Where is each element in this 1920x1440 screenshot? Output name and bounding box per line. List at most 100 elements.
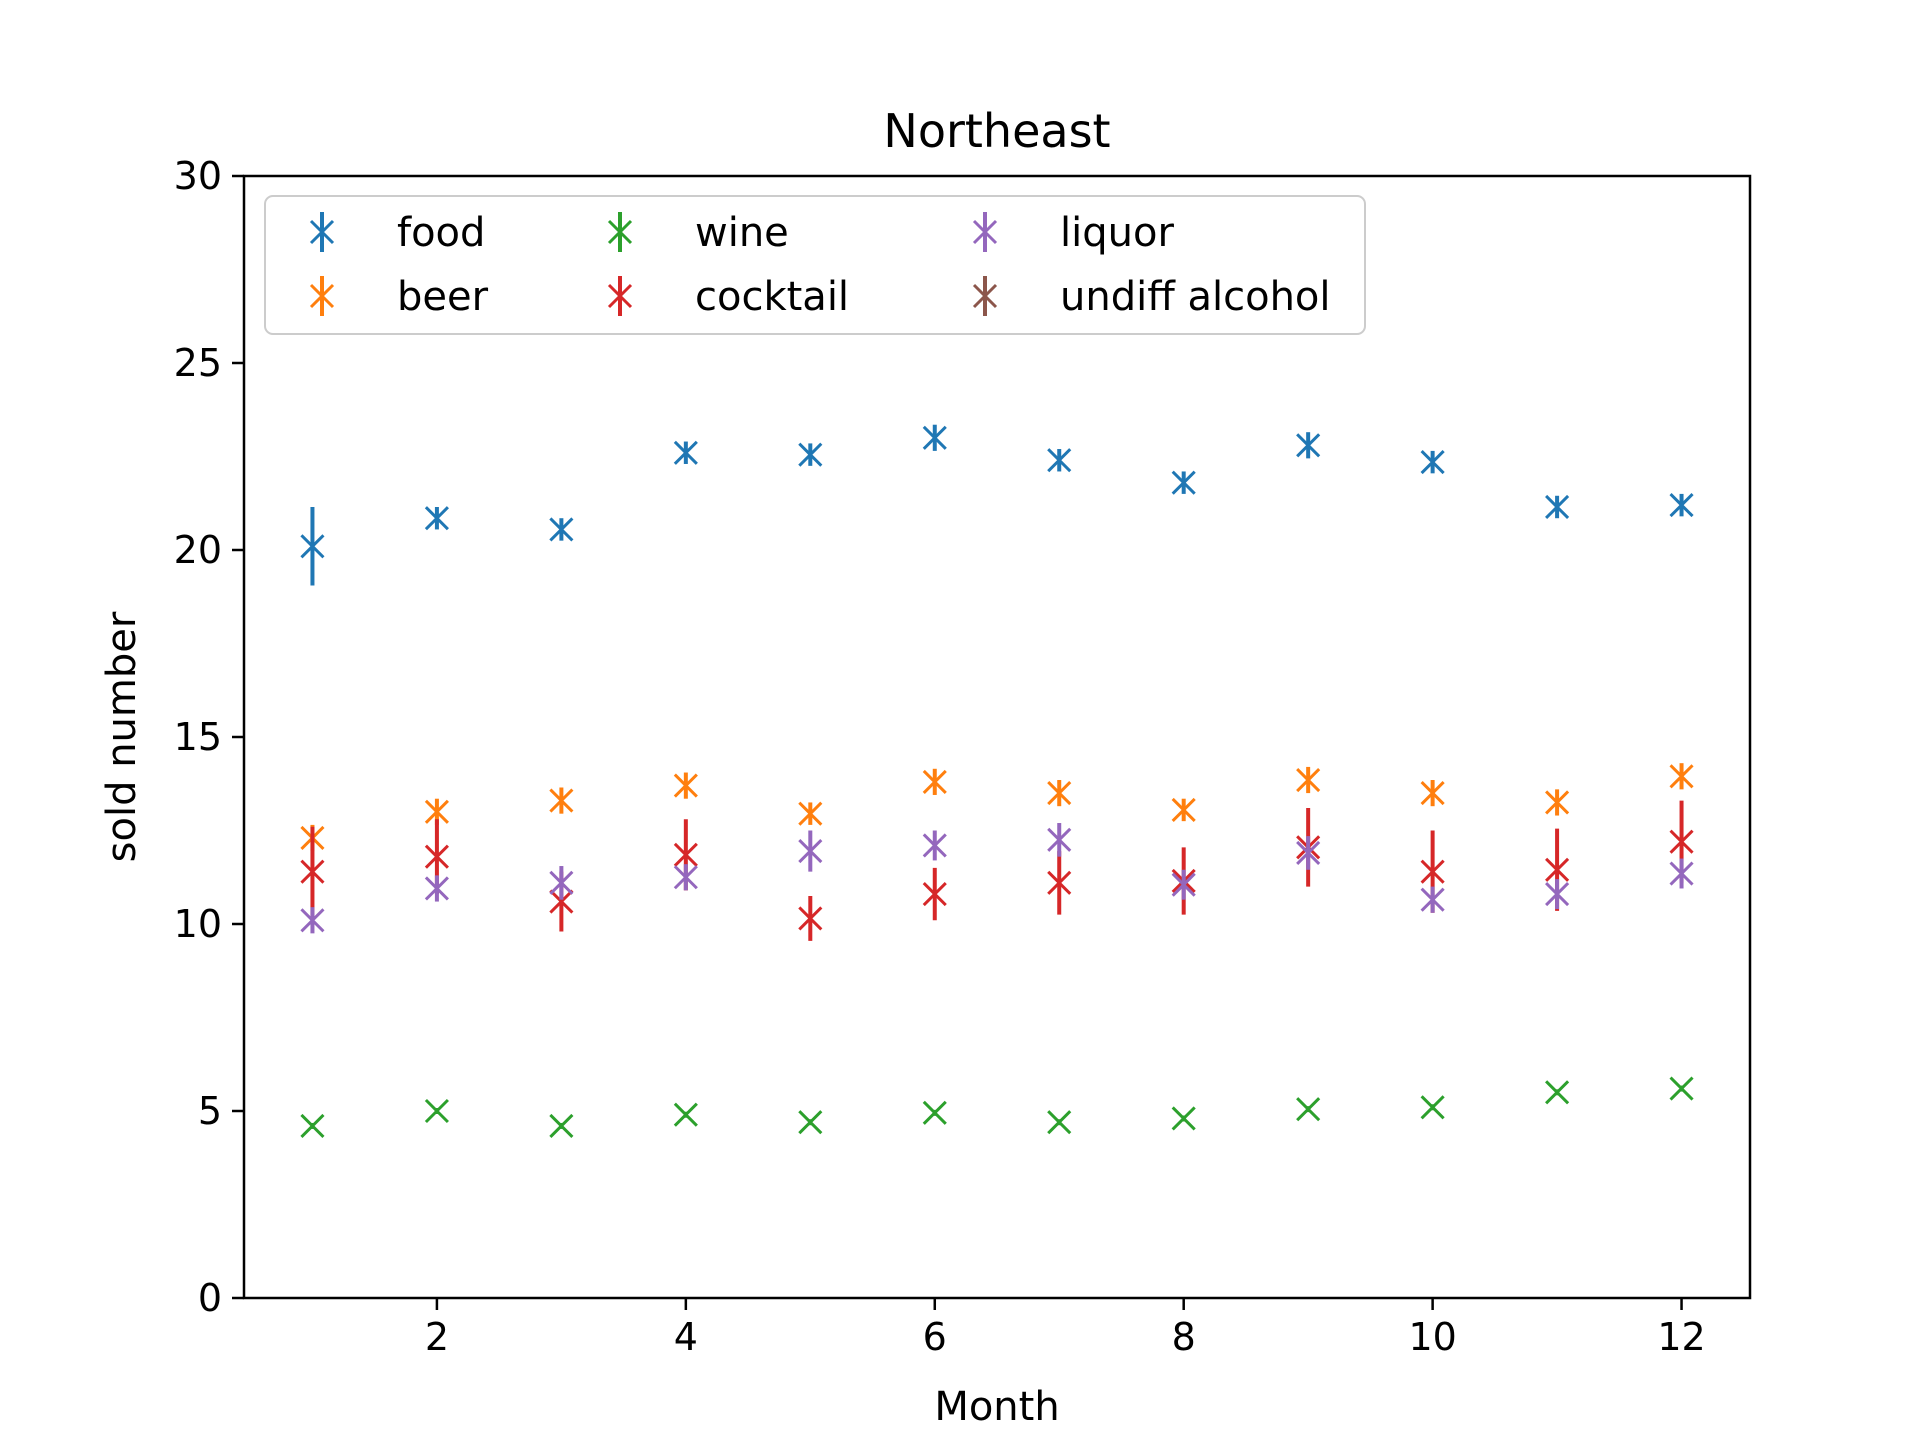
y-tick-label: 10 (174, 902, 222, 946)
data-point (1669, 1076, 1694, 1101)
data-point (673, 440, 698, 465)
data-point (673, 842, 698, 867)
y-tick-label: 5 (198, 1089, 222, 1133)
data-point (549, 788, 574, 813)
y-tick-label: 0 (198, 1276, 222, 1320)
data-point (1420, 859, 1445, 884)
series-wine (300, 1076, 1694, 1139)
legend-swatch-marker (972, 219, 998, 245)
x-tick-label: 10 (1408, 1315, 1456, 1359)
series-liquor (300, 823, 1694, 934)
data-point (300, 1113, 325, 1139)
data-point (1047, 781, 1072, 806)
data-point (424, 506, 449, 531)
data-point (922, 1100, 947, 1125)
data-point (922, 425, 947, 450)
data-point (1669, 861, 1694, 886)
legend-entry: undiff alcohol (972, 274, 1331, 320)
data-point (1171, 470, 1196, 495)
data-point (1420, 781, 1445, 806)
y-axis: 0 5 10 15 20 25 30 (174, 154, 244, 1320)
data-point (1545, 790, 1570, 815)
series-beer (300, 763, 1694, 852)
legend-label: cocktail (695, 274, 849, 320)
data-point (549, 870, 574, 895)
data-point (1171, 872, 1196, 897)
data-point (922, 882, 947, 907)
data-point (1171, 1106, 1196, 1131)
y-axis-label: sold number (99, 611, 145, 862)
data-point (1047, 1110, 1072, 1135)
legend-label: undiff alcohol (1060, 274, 1331, 320)
x-axis: 2 4 6 8 10 12 (425, 1298, 1706, 1359)
x-tick-label: 4 (674, 1315, 698, 1359)
data-point (300, 859, 325, 884)
y-tick-label: 30 (174, 154, 222, 198)
plot-marks (300, 424, 1694, 1139)
data-point (922, 833, 947, 858)
data-point (1545, 882, 1570, 907)
data-point (424, 799, 449, 824)
data-point (798, 839, 823, 864)
data-point (424, 844, 449, 869)
data-point (1545, 494, 1570, 520)
plot-frame (242, 174, 1752, 1300)
x-axis-label: Month (934, 1384, 1059, 1430)
x-tick-label: 6 (923, 1315, 947, 1359)
data-point (1420, 1095, 1445, 1120)
legend-entry: cocktail (607, 274, 849, 320)
data-point (1047, 870, 1072, 895)
data-point (673, 773, 698, 798)
legend-entry: food (309, 210, 485, 256)
legend-swatch-marker (309, 283, 335, 309)
data-point (1420, 450, 1445, 475)
y-tick-label: 25 (174, 341, 222, 385)
data-point (798, 1110, 823, 1135)
data-point (424, 1098, 449, 1124)
data-point (300, 534, 325, 559)
data-point (798, 906, 823, 931)
legend-swatch-marker (309, 219, 335, 245)
x-tick-label: 2 (425, 1315, 449, 1359)
legend-entry: liquor (972, 210, 1174, 256)
series-food (300, 424, 1694, 586)
data-point (1545, 857, 1570, 882)
series-cocktail (300, 800, 1694, 941)
legend-entry: wine (607, 210, 789, 256)
data-point (549, 517, 574, 542)
data-point (1545, 1080, 1570, 1105)
data-point (1296, 433, 1321, 458)
y-tick-label: 20 (174, 528, 222, 572)
data-point (1296, 767, 1321, 793)
data-point (798, 801, 823, 826)
data-point (673, 865, 698, 890)
data-point (798, 442, 823, 467)
data-point (673, 1102, 698, 1127)
data-point (300, 908, 325, 933)
data-point (1296, 840, 1321, 866)
y-tick-label: 15 (174, 715, 222, 759)
legend-label: food (397, 210, 485, 256)
data-point (1420, 887, 1445, 912)
data-point (922, 769, 947, 794)
legend-swatch-marker (607, 219, 633, 245)
chart-title: Northeast (883, 104, 1110, 158)
legend-label: liquor (1060, 210, 1174, 256)
legend-swatch-marker (972, 283, 998, 309)
data-point (549, 1113, 574, 1139)
legend-label: wine (695, 210, 789, 256)
legend-label: beer (397, 274, 489, 320)
data-point (1296, 1097, 1321, 1122)
legend-frame (264, 195, 1366, 335)
data-point (1047, 827, 1072, 852)
data-point (424, 876, 449, 901)
legend: food beer wine cocktail liquor undiff alcohol (264, 195, 1366, 335)
data-point (1171, 797, 1196, 822)
data-point (1669, 829, 1694, 854)
data-point (1669, 493, 1694, 518)
x-tick-label: 12 (1657, 1315, 1705, 1359)
legend-entry: beer (309, 274, 489, 320)
data-point (1047, 448, 1072, 473)
